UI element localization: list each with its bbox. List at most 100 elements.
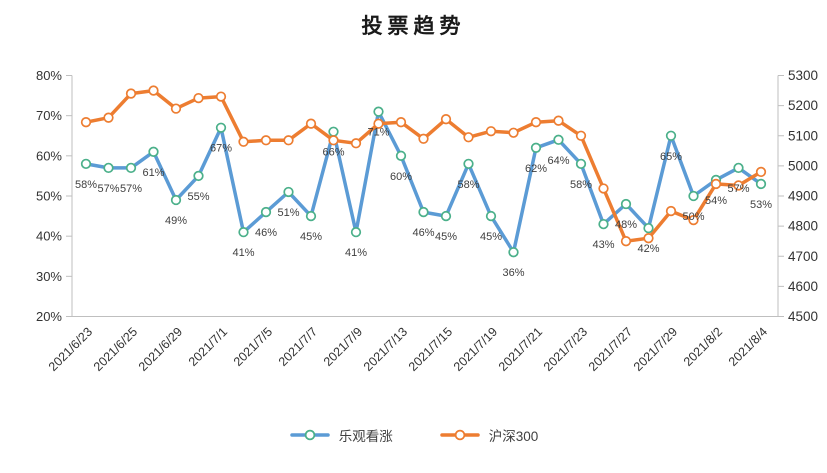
data-point-marker [148, 146, 159, 157]
data-point-marker [553, 115, 564, 126]
data-point-label: 58% [570, 179, 592, 191]
data-point-marker [283, 186, 294, 198]
data-point-label: 65% [660, 151, 682, 163]
x-axis-tick-label: 2021/7/15 [406, 325, 455, 374]
data-point-marker [530, 117, 542, 128]
data-point-label: 41% [345, 247, 367, 259]
x-axis-tick-label: 2021/7/27 [586, 325, 635, 374]
data-point-marker [148, 85, 159, 96]
x-axis-tick-label: 2021/8/2 [681, 325, 725, 369]
data-point-label: 53% [750, 199, 772, 211]
data-point-label: 54% [705, 195, 727, 207]
data-point-label: 67% [210, 143, 232, 155]
right-axis-tick-label: 4600 [788, 279, 818, 294]
data-point-label: 66% [322, 147, 344, 159]
data-point-label: 57% [120, 183, 142, 195]
data-point-label: 58% [457, 179, 479, 191]
data-point-label: 46% [255, 227, 277, 239]
data-point-marker [733, 162, 744, 174]
data-point-marker [755, 178, 767, 190]
data-point-marker [328, 135, 339, 146]
data-point-label: 41% [232, 247, 254, 259]
data-point-marker [395, 150, 407, 161]
x-axis-tick-label: 2021/7/1 [186, 325, 230, 369]
x-axis-tick-label: 2021/7/5 [231, 325, 275, 369]
data-point-label: 43% [592, 239, 614, 251]
blue-line-marker-icon [289, 429, 330, 441]
data-point-marker [305, 210, 317, 222]
data-point-marker [260, 206, 272, 218]
series-data-labels-0: 58% 57% 57%61%49%55%67%41%46%51%45%66%41%7… [75, 127, 772, 280]
data-point-marker [125, 88, 137, 99]
data-point-marker [125, 162, 137, 174]
right-axis-tick-label: 5300 [788, 68, 818, 83]
data-point-marker [350, 226, 362, 238]
data-point-marker [485, 126, 497, 137]
data-point-label: 60% [390, 171, 412, 183]
data-point-marker [575, 130, 587, 141]
right-axis-labels: 4500 4600 4700 4800 4900 5000 5100 5200 5300 [778, 68, 818, 324]
data-point-marker [620, 198, 632, 210]
data-point-label: 61% [142, 167, 164, 179]
data-point-label: 48% [615, 219, 637, 231]
data-point-marker [80, 117, 92, 128]
data-point-marker [238, 226, 249, 238]
data-point-marker [440, 114, 452, 125]
data-point-marker [440, 210, 452, 222]
data-point-marker [733, 180, 744, 191]
data-point-marker [463, 132, 474, 143]
data-point-marker [530, 142, 542, 153]
left-axis-tick-label: 30% [36, 269, 62, 284]
legend-label-optimistic: 乐观看涨 [338, 429, 393, 444]
data-point-marker [553, 134, 564, 145]
x-axis-tick-label: 2021/7/21 [496, 325, 545, 374]
left-axis-labels: 20% 30% 40% 50% 60% 70% 80% [36, 68, 72, 324]
legend-label-csi300: 沪深300 [488, 429, 539, 444]
data-point-marker [598, 183, 609, 194]
x-axis-tick-label: 2021/6/25 [91, 325, 140, 374]
left-axis-tick-label: 80% [36, 68, 62, 83]
data-point-label: 46% [412, 227, 434, 239]
data-point-marker [418, 133, 429, 144]
x-axis-tick-label: 2021/8/4 [726, 325, 770, 369]
data-point-marker [508, 127, 519, 138]
data-point-marker [328, 126, 339, 137]
data-point-marker [260, 135, 272, 146]
data-point-marker [80, 158, 92, 170]
data-point-marker [215, 91, 227, 102]
x-axis-tick-label: 2021/6/23 [46, 325, 95, 374]
data-point-label: 50% [682, 211, 704, 223]
data-point-label: 55% [187, 191, 209, 203]
left-axis-tick-label: 50% [36, 189, 62, 204]
data-point-marker [395, 117, 407, 128]
legend-item-optimistic[interactable]: 乐观看涨 [289, 425, 393, 445]
data-point-marker [485, 210, 497, 222]
right-axis-tick-label: 5100 [788, 128, 818, 143]
data-point-marker [193, 92, 204, 104]
data-point-label: 36% [502, 267, 524, 279]
x-axis-tick-label: 2021/6/29 [136, 325, 185, 374]
data-point-label: 45% [300, 231, 322, 243]
series-markers-1 [80, 85, 767, 247]
legend-item-csi300[interactable]: 沪深300 [439, 425, 539, 445]
data-point-label: 42% [637, 243, 659, 255]
data-point-label: 71% [367, 127, 389, 139]
data-point-label: 64% [547, 155, 569, 167]
data-point-marker [103, 162, 114, 174]
data-point-marker [463, 158, 474, 170]
data-point-marker [665, 130, 677, 141]
data-point-marker [643, 233, 654, 244]
data-point-marker [170, 194, 182, 206]
chart-legend: 乐观看涨 沪深300 [0, 425, 827, 445]
data-point-marker [575, 158, 587, 170]
data-point-marker [598, 218, 609, 230]
right-axis-tick-label: 4900 [788, 189, 818, 204]
data-point-label: 45% [435, 231, 457, 243]
data-point-marker [665, 205, 677, 217]
data-point-marker [238, 136, 249, 147]
data-point-marker [755, 166, 767, 178]
data-point-marker [620, 236, 632, 247]
orange-line-marker-icon [439, 429, 480, 441]
